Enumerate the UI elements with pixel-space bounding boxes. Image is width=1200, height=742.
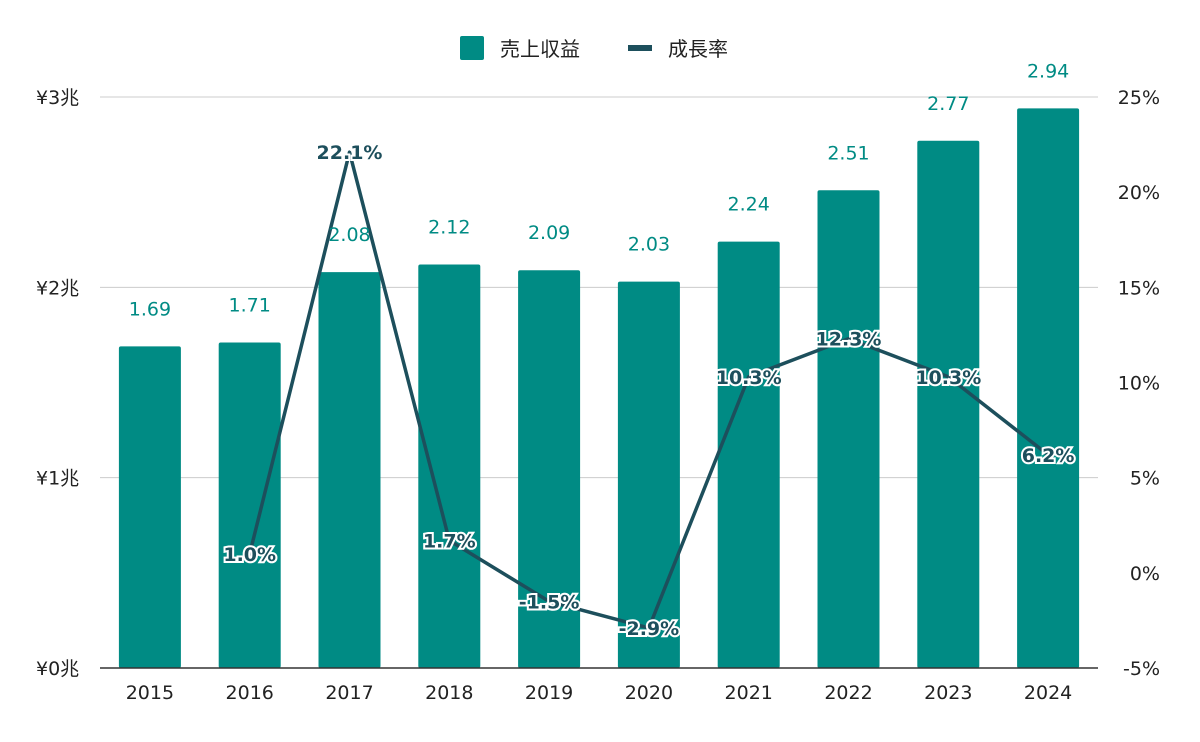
x-tick-label-2023: 2023 [924, 682, 972, 704]
growth-line-path [247, 150, 1050, 630]
left-tick-label-3: ¥3兆 [36, 87, 79, 109]
right-tick-label-5: 20% [1118, 182, 1160, 204]
bar-2020 [617, 281, 680, 668]
bar-value-label-2023: 2.77 [927, 93, 969, 115]
left-axis: ¥0兆 ¥1兆 ¥2兆 ¥3兆 [36, 87, 79, 680]
bar-value-label-2022: 2.51 [827, 142, 869, 164]
growth-value-label-2023: 10.3% [915, 367, 981, 389]
bar-2021 [717, 241, 780, 669]
bar-2023 [917, 140, 980, 668]
growth-value-label-2017: 22.1% [317, 142, 383, 164]
x-tick-label-2018: 2018 [425, 682, 473, 704]
right-tick-label-2: 5% [1130, 468, 1160, 490]
growth-value-label-2022: 12.3% [816, 329, 882, 351]
bar-value-label-2024: 2.94 [1027, 60, 1069, 82]
growth-value-label-2018: 1.7% [423, 530, 476, 552]
left-tick-label-2: ¥2兆 [36, 277, 79, 299]
x-tick-label-2022: 2022 [824, 682, 872, 704]
bar-2017 [318, 272, 381, 668]
right-tick-label-0: -5% [1123, 658, 1160, 680]
bar-value-label-2018: 2.12 [428, 216, 470, 238]
bar-2019 [518, 270, 581, 668]
x-axis: 2015 2016 2017 2018 2019 2020 2021 2022 2023 2024 [100, 667, 1098, 704]
x-tick-label-2020: 2020 [625, 682, 673, 704]
bar-value-label-2019: 2.09 [528, 222, 570, 244]
bar-2015 [118, 346, 181, 668]
right-tick-label-1: 0% [1130, 563, 1160, 585]
bar-value-label-2021: 2.24 [728, 194, 770, 216]
x-tick-label-2015: 2015 [126, 682, 174, 704]
right-tick-label-3: 10% [1118, 373, 1160, 395]
growth-line [247, 150, 1050, 630]
bar-2022 [817, 190, 880, 668]
right-tick-label-6: 25% [1118, 87, 1160, 109]
growth-value-labels: 1.0% 22.1% 1.7% -1.5% -2.9% 10.3% 12.3% 10.3% 6.… [221, 140, 1076, 642]
bar-value-labels: 1.69 1.71 2.08 2.12 2.09 2.03 2.24 2.51 2.77 2.94 [129, 60, 1070, 320]
bar-value-label-2020: 2.03 [628, 234, 670, 256]
x-tick-label-2017: 2017 [325, 682, 373, 704]
legend-label-growth: 成長率 [668, 37, 728, 61]
legend-swatch-growth [628, 45, 652, 51]
bar-value-label-2016: 1.71 [229, 295, 271, 317]
bars [118, 108, 1080, 669]
growth-value-label-2024: 6.2% [1022, 445, 1075, 467]
legend-label-revenue: 売上収益 [500, 37, 580, 61]
growth-value-label-2021: 10.3% [716, 367, 782, 389]
growth-value-label-2016: 1.0% [223, 544, 276, 566]
bar-value-label-2017: 2.08 [328, 224, 370, 246]
bar-2024 [1017, 108, 1080, 669]
x-tick-label-2019: 2019 [525, 682, 573, 704]
x-tick-label-2024: 2024 [1024, 682, 1072, 704]
growth-value-label-2019: -1.5% [519, 591, 580, 613]
bar-value-label-2015: 1.69 [129, 298, 171, 320]
legend: 売上収益 成長率 [460, 36, 728, 61]
x-tick-label-2021: 2021 [725, 682, 773, 704]
bar-2018 [418, 264, 481, 668]
right-axis: -5% 0% 5% 10% 15% 20% 25% [1118, 87, 1160, 680]
right-tick-label-4: 15% [1118, 277, 1160, 299]
legend-swatch-revenue [460, 36, 484, 60]
growth-value-label-2020: -2.9% [619, 618, 680, 640]
bar-2016 [218, 342, 281, 668]
left-tick-label-1: ¥1兆 [36, 468, 79, 490]
left-tick-label-0: ¥0兆 [36, 658, 79, 680]
x-tick-label-2016: 2016 [226, 682, 274, 704]
